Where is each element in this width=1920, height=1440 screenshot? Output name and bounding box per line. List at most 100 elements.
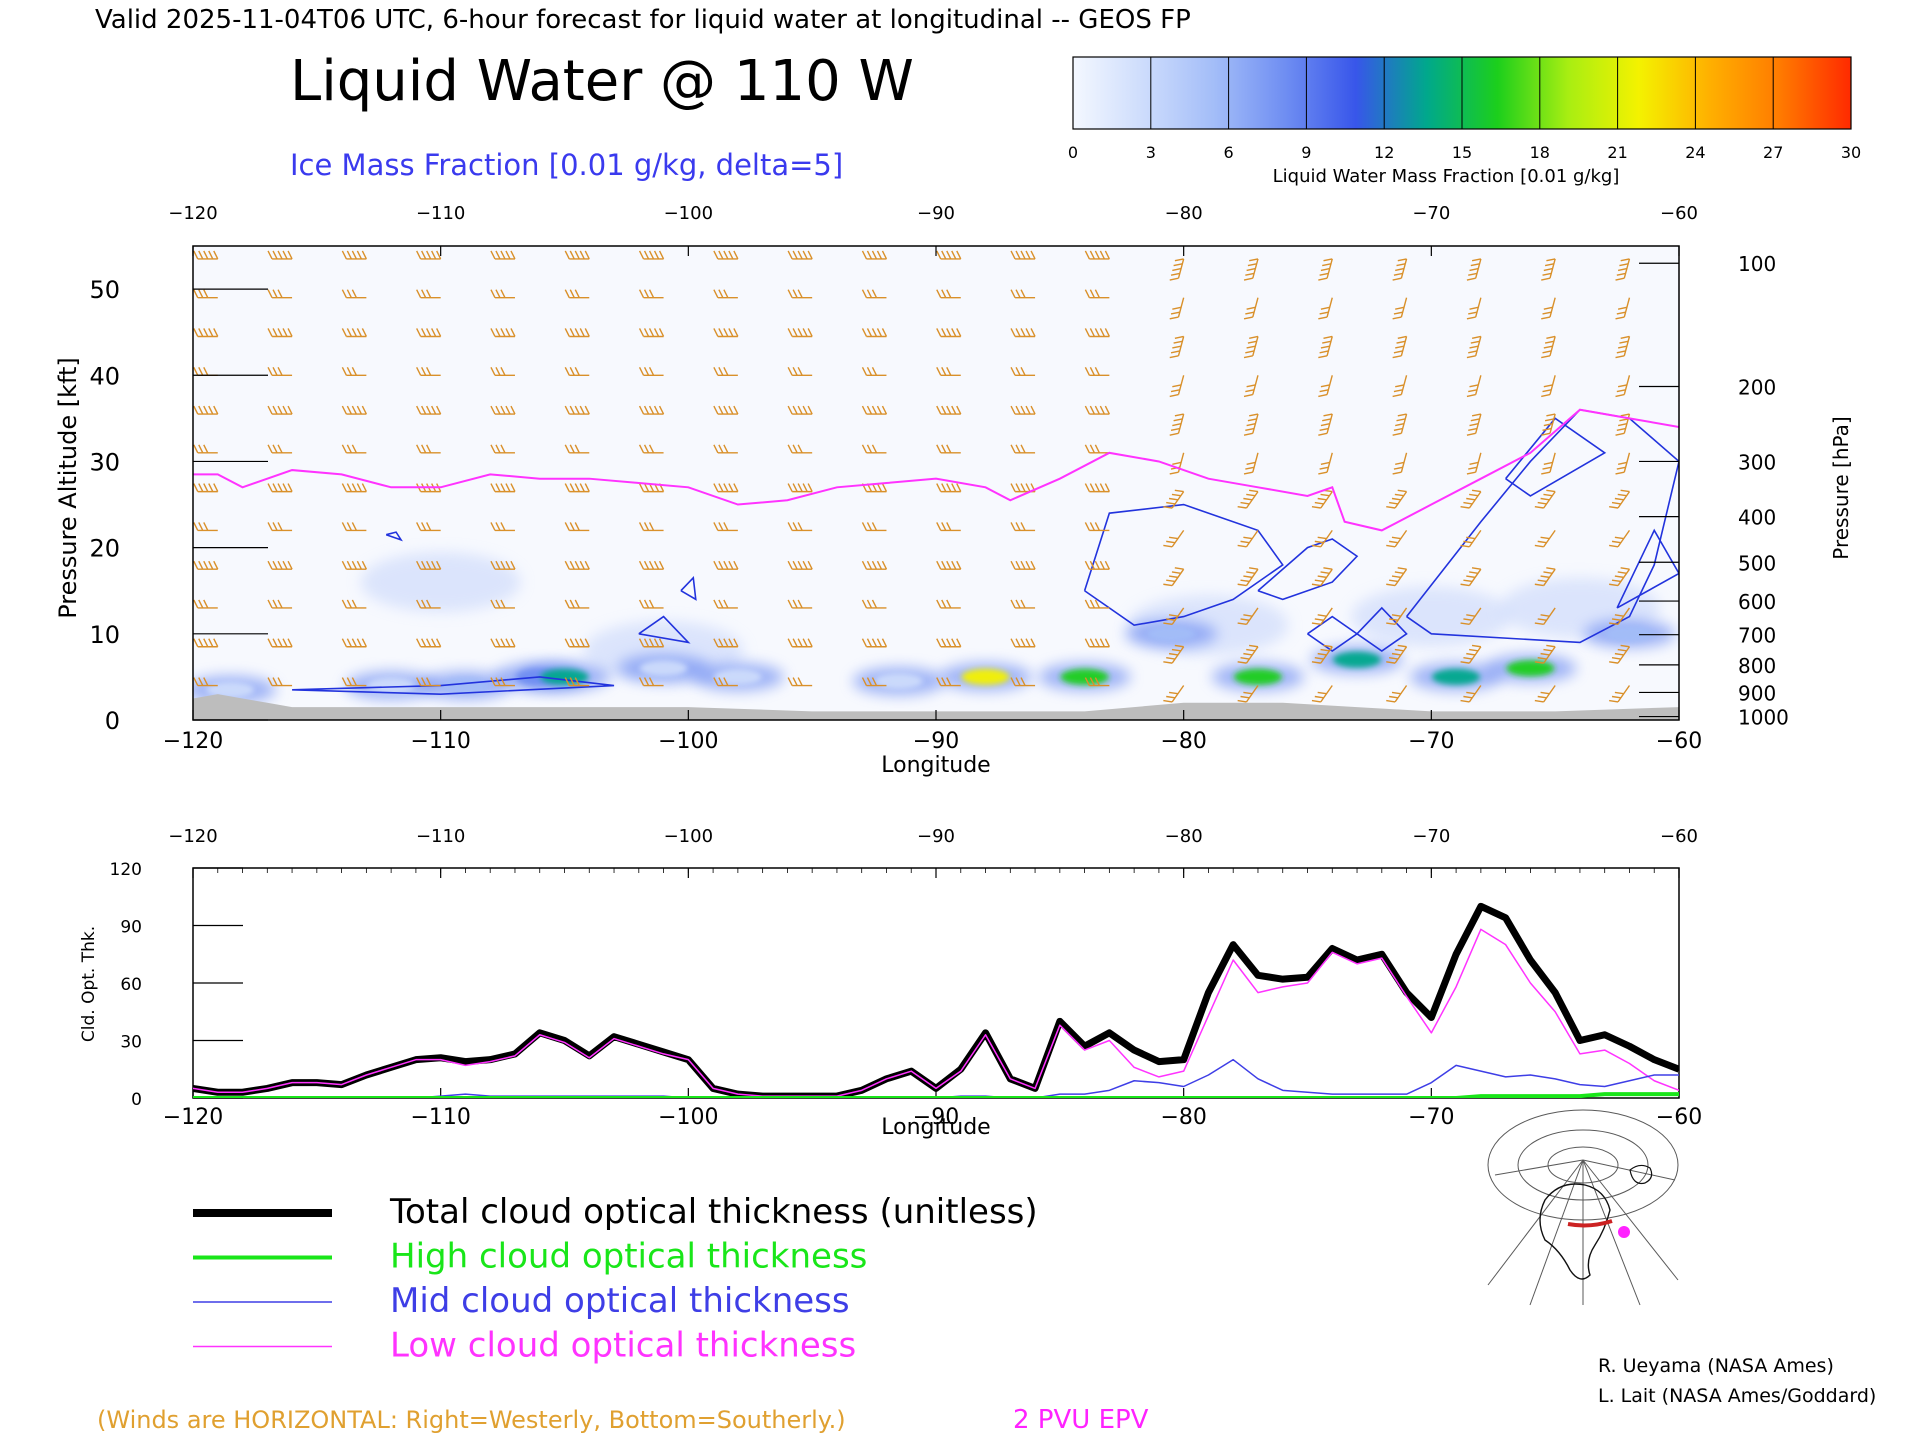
colorbar-tick: 21 [1607, 143, 1627, 162]
wind-barb [1010, 522, 1036, 532]
cross-section-chart: −120 −120 −110 −110 −100 −100 −90 −90 −80 −80 −70 −… [54, 203, 1853, 778]
wind-barb [564, 366, 590, 376]
wind-barb [1615, 297, 1631, 320]
wind-barb [490, 638, 516, 648]
liquid-water-blob [206, 681, 255, 698]
pressure-tick-label: 300 [1738, 450, 1776, 474]
wind-barb [861, 560, 888, 570]
wind-barb [1237, 607, 1259, 626]
wind-barb [1615, 375, 1631, 398]
ice-contour [638, 615, 691, 644]
ice-contour [680, 576, 697, 601]
wind-barb [267, 405, 293, 415]
wind-barb [1084, 599, 1110, 609]
wind-barb [861, 638, 888, 648]
low-line [193, 928, 1679, 1097]
x-tick-label-bottom: −120 [163, 1105, 223, 1130]
y-tick-label: 0 [105, 707, 120, 735]
top-axes: −120 −120 −110 −110 −100 −100 −90 −90 −80 −80 −70 −… [89, 203, 1788, 754]
wind-barb [638, 560, 665, 570]
wind-barb [267, 599, 293, 609]
subtitle: Ice Mass Fraction [0.01 g/kg, delta=5] [290, 148, 843, 182]
wind-barb [1460, 644, 1482, 664]
wind-barb [193, 483, 219, 493]
x-axis-label-bottom: Longitude [881, 1115, 990, 1140]
wind-barb [861, 444, 887, 454]
wind-barb [1534, 644, 1556, 664]
wind-barb [787, 405, 813, 415]
wind-barb [416, 366, 441, 376]
wind-barb [1534, 489, 1556, 509]
wind-barb [713, 366, 738, 376]
wind-barb [1534, 567, 1556, 587]
wind-barb [1237, 644, 1259, 664]
wind-barb [1084, 366, 1110, 376]
optical-thickness-lines [193, 902, 1679, 1098]
wind-barb [861, 250, 888, 260]
wind-barb [1084, 328, 1110, 338]
wind-barb [1311, 607, 1333, 626]
wind-barb [564, 250, 590, 260]
wind-barb [861, 328, 888, 338]
cloud-haze [1351, 586, 1512, 647]
wind-barb [1243, 452, 1259, 475]
wind-barb [713, 250, 739, 260]
x-tick-label-bottom: −80 [1160, 1105, 1206, 1130]
wind-barb [1084, 483, 1110, 493]
wind-barb [638, 289, 664, 299]
wind-barb [193, 599, 218, 609]
y-tick-label-bottom: 60 [120, 975, 142, 995]
wind-barb [713, 328, 739, 338]
wind-barb [564, 638, 590, 648]
liquid-water-blob [874, 673, 923, 690]
wind-barb [1084, 250, 1110, 260]
ice-contour [1505, 417, 1607, 497]
x-tick-label-bottom-top: −90 [917, 826, 955, 847]
wind-barb [193, 638, 219, 648]
x-tick-label-bottom: −90 [913, 1105, 959, 1130]
wind-barb [193, 677, 218, 687]
wind-barb [1392, 335, 1408, 359]
wind-barb [341, 522, 367, 532]
pressure-tick-label: 1000 [1738, 706, 1789, 730]
wind-barb [1466, 452, 1482, 475]
wind-barb [936, 328, 962, 338]
x-tick-label-top: −70 [1412, 203, 1450, 224]
wind-barb [490, 599, 515, 609]
wind-barb [936, 366, 961, 376]
wind-barb [936, 483, 962, 493]
wind-barb [1318, 335, 1333, 359]
wind-barb [1010, 638, 1036, 648]
wind-barb [1163, 644, 1185, 664]
wind-barb [936, 405, 962, 415]
wind-barb [490, 560, 516, 570]
pressure-tick-label: 100 [1738, 252, 1776, 276]
x-tick-label: −70 [1408, 729, 1454, 754]
x-axis-label: Longitude [881, 753, 990, 778]
wind-barb [713, 560, 739, 570]
wind-barb [638, 405, 665, 415]
colorbar-tick: 0 [1068, 143, 1078, 162]
wind-barb [1169, 335, 1185, 359]
terrain [193, 694, 1679, 720]
wind-barb [713, 444, 738, 454]
wind-barb [193, 522, 218, 532]
wind-barb [1010, 677, 1036, 687]
wind-barb [1386, 607, 1408, 626]
legend-label: High cloud optical thickness [390, 1237, 867, 1277]
wind-barb [1609, 567, 1631, 587]
pressure-tick-label: 200 [1738, 375, 1776, 399]
wind-barb [267, 677, 293, 687]
wind-barb [341, 366, 367, 376]
wind-barb [1010, 289, 1036, 299]
wind-barb [638, 444, 664, 454]
colorbar: 0 3 6 9 12 15 18 21 24 27 30 [1068, 56, 1861, 162]
pressure-tick-label: 400 [1738, 506, 1776, 530]
wind-barb [1010, 444, 1036, 454]
x-tick-label-bottom-top: −60 [1660, 826, 1698, 847]
wind-barb [1615, 335, 1631, 359]
wind-barb [564, 289, 590, 299]
wind-barb [1460, 489, 1482, 509]
wind-barb [1615, 258, 1631, 281]
wind-barb [787, 599, 813, 609]
